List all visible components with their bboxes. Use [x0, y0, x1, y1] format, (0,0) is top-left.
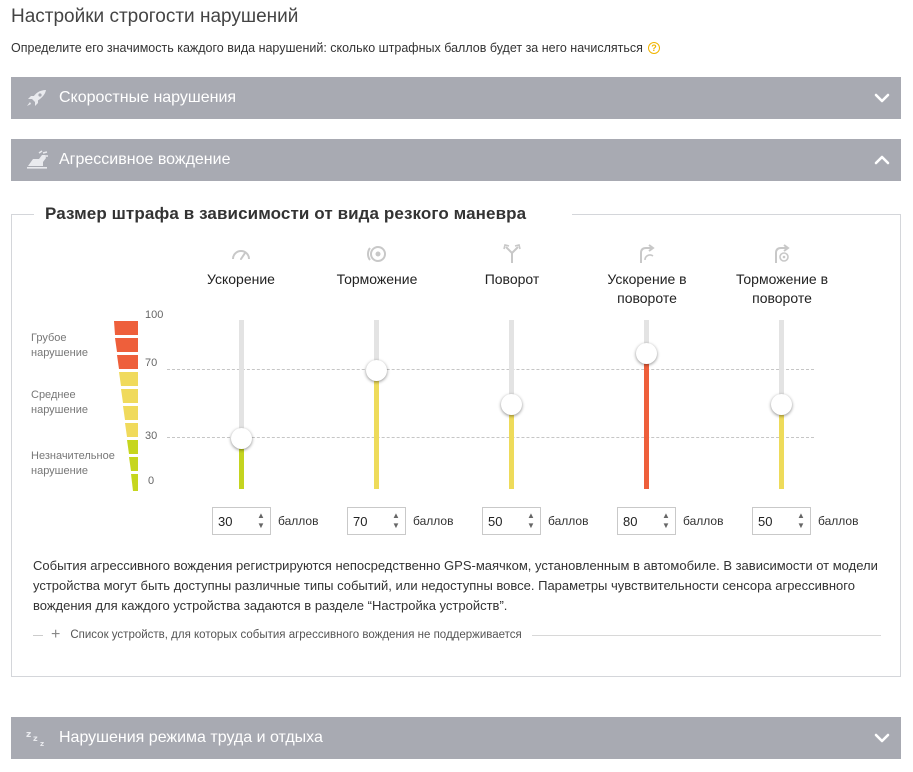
- penalty-value: 50: [488, 513, 503, 529]
- turn-brake-icon: [775, 244, 790, 263]
- penalty-unit: баллов: [413, 514, 454, 528]
- aggressive-info-text: События агрессивного вождения регистриру…: [33, 558, 878, 613]
- expander-label[interactable]: Список устройств, для которых события аг…: [70, 629, 522, 641]
- slider-handle[interactable]: [635, 343, 657, 365]
- scale-tick: 70: [145, 357, 158, 369]
- threshold-line-30: [167, 437, 814, 438]
- expander-dash: [33, 634, 43, 636]
- svg-text:z: z: [26, 730, 31, 740]
- slider-handle[interactable]: [500, 394, 522, 415]
- aggressive-driving-icon: [24, 150, 50, 170]
- slider-header-turn: Поворот: [442, 244, 582, 289]
- penalty-unit: баллов: [818, 514, 859, 528]
- spin-up-icon[interactable]: ▲: [797, 511, 805, 520]
- plus-icon[interactable]: +: [51, 626, 61, 643]
- scale-label-medium: Среднее нарушение: [31, 389, 88, 416]
- slider-header-acceleration: Ускорение: [171, 244, 311, 289]
- penalty-unit: баллов: [683, 514, 724, 528]
- spin-down-icon[interactable]: ▼: [797, 521, 805, 530]
- spin-down-icon[interactable]: ▼: [257, 521, 265, 530]
- turn-acceleration-icon: [640, 244, 655, 263]
- scale-tick: 100: [145, 309, 164, 321]
- severity-scale-wedge: [114, 321, 138, 491]
- spin-down-icon[interactable]: ▼: [527, 521, 535, 530]
- slider-fill: [643, 353, 649, 489]
- slider-label: Ускорение: [207, 271, 275, 287]
- penalty-input-turn-acceleration[interactable]: 80 ▲ ▼: [617, 507, 676, 535]
- slider-label: Ускорение в повороте: [607, 271, 687, 306]
- slider-label: Поворот: [484, 271, 540, 287]
- scale-tick: 30: [145, 430, 158, 442]
- speedometer-icon: [232, 250, 250, 260]
- scale-label-minor: Незначительное нарушение: [31, 450, 115, 477]
- page-title: Настройки строгости нарушений: [11, 6, 299, 27]
- expander-rule: [531, 634, 881, 636]
- fieldset-border-left: [11, 214, 34, 215]
- slider-track[interactable]: [238, 320, 244, 489]
- fieldset-border-right: [572, 214, 901, 215]
- sleep-icon: z z z: [24, 728, 50, 748]
- slider-label: Торможение в повороте: [735, 271, 829, 306]
- section-speed-label: Скоростные нарушения: [59, 89, 237, 106]
- slider-fill: [778, 404, 784, 489]
- spin-up-icon[interactable]: ▲: [662, 511, 670, 520]
- spin-up-icon[interactable]: ▲: [257, 511, 265, 520]
- slider-fill: [373, 370, 379, 489]
- penalty-value: 50: [758, 513, 773, 529]
- penalty-input-turn[interactable]: 50 ▲ ▼: [482, 507, 541, 535]
- section-rest-label: Нарушения режима труда и отдыха: [59, 729, 323, 746]
- scale-label-severe: Грубое нарушение: [31, 332, 88, 359]
- penalty-unit: баллов: [548, 514, 589, 528]
- svg-text:z: z: [40, 740, 44, 748]
- penalty-value: 80: [623, 513, 638, 529]
- slider-header-turn-acceleration: Ускорение в повороте: [577, 244, 717, 308]
- penalty-value: 70: [353, 513, 368, 529]
- slider-label: Торможение: [336, 271, 418, 287]
- rocket-icon: [24, 88, 50, 108]
- section-aggressive-label: Агрессивное вождение: [59, 151, 231, 168]
- slider-handle[interactable]: [365, 360, 387, 382]
- unsupported-devices-expander[interactable]: + Список устройств, для которых события …: [33, 627, 881, 643]
- chevron-down-icon[interactable]: [874, 90, 890, 106]
- section-speed-header[interactable]: Скоростные нарушения: [11, 77, 901, 119]
- aggressive-fieldset: [11, 214, 901, 677]
- turn-icon: [503, 244, 521, 263]
- page-subtitle: Определите его значимость каждого вида н…: [11, 41, 660, 55]
- penalty-unit: баллов: [278, 514, 319, 528]
- section-rest-header[interactable]: z z z Нарушения режима труда и отдыха: [11, 717, 901, 759]
- spin-up-icon[interactable]: ▲: [392, 511, 400, 520]
- slider-handle[interactable]: [230, 427, 252, 449]
- slider-header-braking: Торможение: [307, 244, 447, 289]
- svg-text:z: z: [33, 734, 38, 743]
- chevron-up-icon[interactable]: [874, 152, 890, 168]
- slider-handle[interactable]: [770, 394, 792, 415]
- threshold-line-70: [167, 369, 814, 370]
- brake-icon: [367, 246, 386, 262]
- section-aggressive-header[interactable]: Агрессивное вождение: [11, 139, 901, 181]
- penalty-input-acceleration[interactable]: 30 ▲ ▼: [212, 507, 271, 535]
- penalty-value: 30: [218, 513, 233, 529]
- chevron-down-icon[interactable]: [874, 730, 890, 746]
- slider-fill: [508, 404, 514, 489]
- slider-header-turn-braking: Торможение в повороте: [712, 244, 852, 308]
- question-circle-icon[interactable]: ?: [647, 42, 660, 54]
- penalty-input-turn-braking[interactable]: 50 ▲ ▼: [752, 507, 811, 535]
- slider-fill: [238, 438, 244, 489]
- scale-tick: 0: [148, 475, 155, 487]
- page-subtitle-text: Определите его значимость каждого вида н…: [11, 41, 643, 55]
- spin-down-icon[interactable]: ▼: [392, 521, 400, 530]
- penalty-input-braking[interactable]: 70 ▲ ▼: [347, 507, 406, 535]
- fieldset-title: Размер штрафа в зависимости от вида резк…: [45, 204, 527, 223]
- spin-down-icon[interactable]: ▼: [662, 521, 670, 530]
- spin-up-icon[interactable]: ▲: [527, 511, 535, 520]
